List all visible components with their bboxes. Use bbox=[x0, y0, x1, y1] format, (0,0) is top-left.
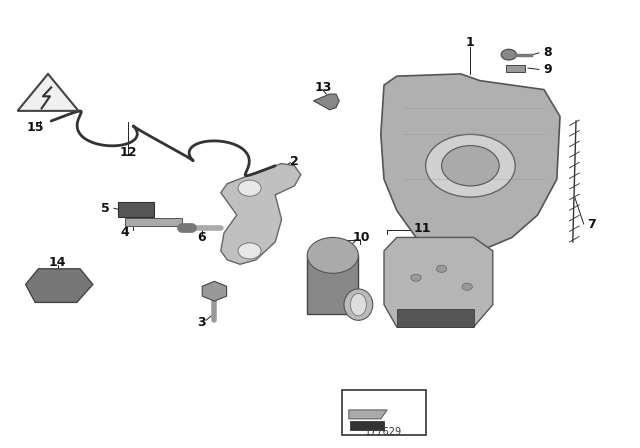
Polygon shape bbox=[381, 74, 560, 251]
Text: 9: 9 bbox=[543, 63, 552, 76]
Text: 8: 8 bbox=[543, 46, 552, 60]
Text: 11: 11 bbox=[413, 222, 431, 235]
Polygon shape bbox=[350, 421, 384, 430]
Circle shape bbox=[411, 274, 421, 281]
Circle shape bbox=[307, 237, 358, 273]
Bar bbox=[506, 65, 525, 72]
Polygon shape bbox=[221, 164, 301, 264]
Circle shape bbox=[436, 265, 447, 272]
Circle shape bbox=[238, 243, 261, 259]
Circle shape bbox=[442, 146, 499, 186]
Polygon shape bbox=[17, 74, 79, 111]
Polygon shape bbox=[26, 269, 93, 302]
Text: 6: 6 bbox=[197, 231, 206, 244]
Bar bbox=[125, 218, 182, 226]
Polygon shape bbox=[384, 237, 493, 327]
Text: 14: 14 bbox=[49, 255, 67, 269]
Text: 1: 1 bbox=[466, 36, 475, 49]
Ellipse shape bbox=[351, 293, 367, 316]
Text: 15: 15 bbox=[26, 121, 44, 134]
Bar bbox=[118, 202, 154, 217]
Text: 4: 4 bbox=[120, 226, 129, 240]
Text: 7: 7 bbox=[588, 217, 596, 231]
Text: 5: 5 bbox=[101, 202, 110, 215]
Text: 177629: 177629 bbox=[365, 427, 403, 437]
Polygon shape bbox=[397, 309, 474, 327]
Bar bbox=[307, 255, 358, 314]
Ellipse shape bbox=[344, 289, 372, 320]
Circle shape bbox=[238, 180, 261, 196]
Text: 10: 10 bbox=[353, 231, 371, 244]
Bar bbox=[342, 390, 426, 435]
Circle shape bbox=[426, 134, 515, 197]
Circle shape bbox=[462, 283, 472, 290]
Text: 13: 13 bbox=[314, 81, 332, 94]
Text: 2: 2 bbox=[290, 155, 299, 168]
Text: 3: 3 bbox=[197, 316, 206, 329]
Circle shape bbox=[501, 49, 516, 60]
Text: 12: 12 bbox=[119, 146, 137, 159]
Polygon shape bbox=[202, 281, 227, 301]
Polygon shape bbox=[349, 410, 387, 419]
Polygon shape bbox=[314, 94, 339, 110]
